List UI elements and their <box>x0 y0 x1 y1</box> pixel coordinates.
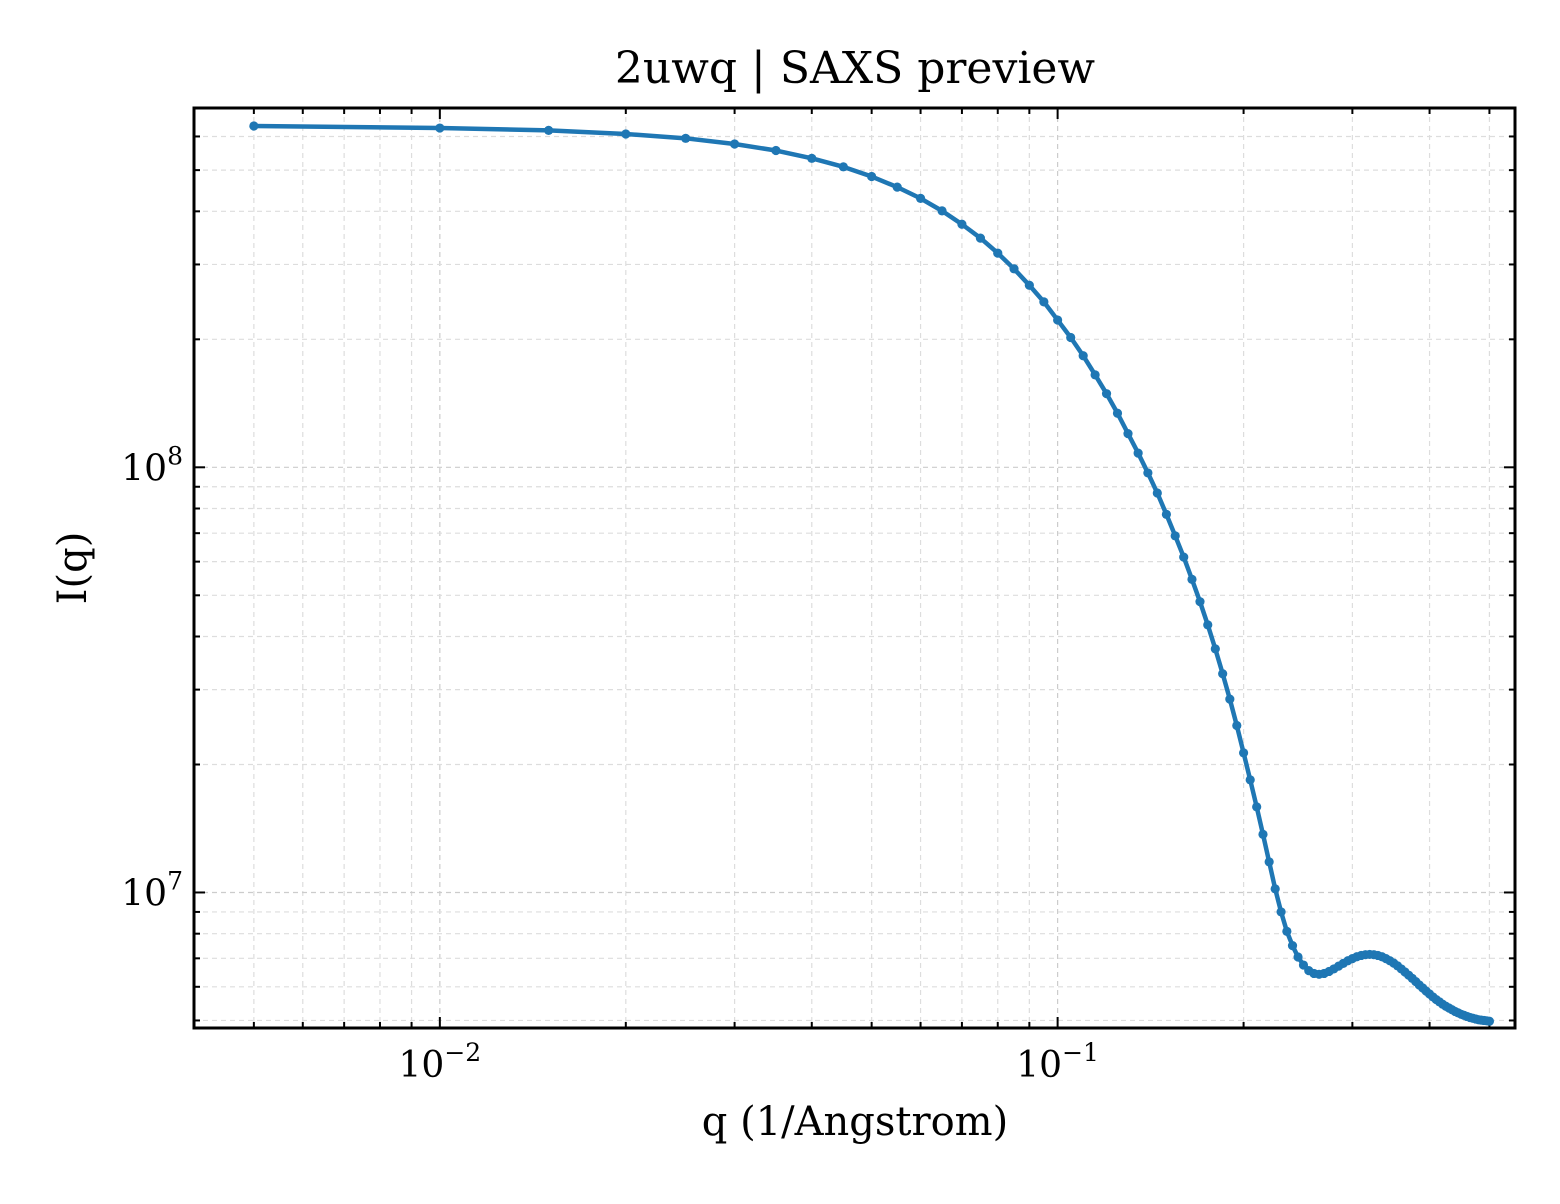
data-point <box>1152 488 1162 498</box>
data-point <box>249 121 259 131</box>
data-point <box>1078 351 1088 361</box>
data-point <box>1101 389 1112 399</box>
data-point <box>1245 775 1255 785</box>
data-point <box>771 145 781 156</box>
data-point <box>937 206 947 216</box>
data-point <box>1123 429 1133 439</box>
data-point <box>915 193 926 204</box>
y-tick-label: 107 <box>121 866 183 914</box>
x-axis-label: q (1/Angstrom) <box>702 1099 1008 1145</box>
data-point <box>1161 509 1171 519</box>
data-point <box>807 153 817 163</box>
data-point <box>1170 531 1180 541</box>
x-tick-label: 10−1 <box>1016 1038 1099 1086</box>
data-point <box>975 233 986 243</box>
tick-labels: 10−2 10−1 107 108 <box>121 441 1099 1086</box>
data-point <box>1203 620 1213 630</box>
data-point <box>730 139 740 149</box>
data-point <box>1090 370 1100 380</box>
data-point <box>1133 448 1143 458</box>
data-point <box>957 219 967 229</box>
data-point <box>838 162 848 172</box>
data-point <box>621 129 631 139</box>
data-point <box>1024 280 1034 290</box>
data-point <box>1218 669 1228 679</box>
data-point <box>1210 644 1220 654</box>
plot-area-frame <box>192 106 1517 1030</box>
data-point <box>867 171 877 182</box>
data-point <box>1009 264 1019 274</box>
y-axis-label: I(q) <box>50 532 96 605</box>
x-tick-label: 10−2 <box>399 1038 482 1086</box>
data-point <box>993 248 1003 258</box>
data-point <box>1252 802 1262 812</box>
data-point <box>1270 884 1280 894</box>
data-point <box>1238 748 1249 758</box>
data-point <box>1179 552 1189 562</box>
data-point <box>1293 952 1303 962</box>
series-layer <box>249 121 1495 1026</box>
data-point <box>1287 940 1298 951</box>
data-point <box>1264 857 1274 867</box>
data-point <box>1112 408 1123 418</box>
data-point <box>1232 720 1242 731</box>
data-point <box>544 125 554 136</box>
data-point <box>1053 315 1063 325</box>
data-point <box>1225 694 1235 704</box>
data-point <box>1039 297 1049 307</box>
y-tick-label: 108 <box>121 441 183 489</box>
data-point <box>1258 829 1268 839</box>
data-point <box>1187 574 1197 584</box>
grid <box>193 107 1515 1028</box>
data-point <box>1282 926 1292 936</box>
chart-title: 2uwq | SAXS preview <box>615 43 1096 94</box>
data-point <box>892 182 902 192</box>
data-point <box>435 123 445 133</box>
data-point <box>1143 468 1153 478</box>
data-point <box>1066 332 1076 343</box>
data-point <box>681 133 691 143</box>
data-point <box>1484 1016 1495 1026</box>
data-point <box>1276 907 1286 917</box>
data-point <box>1195 597 1205 607</box>
